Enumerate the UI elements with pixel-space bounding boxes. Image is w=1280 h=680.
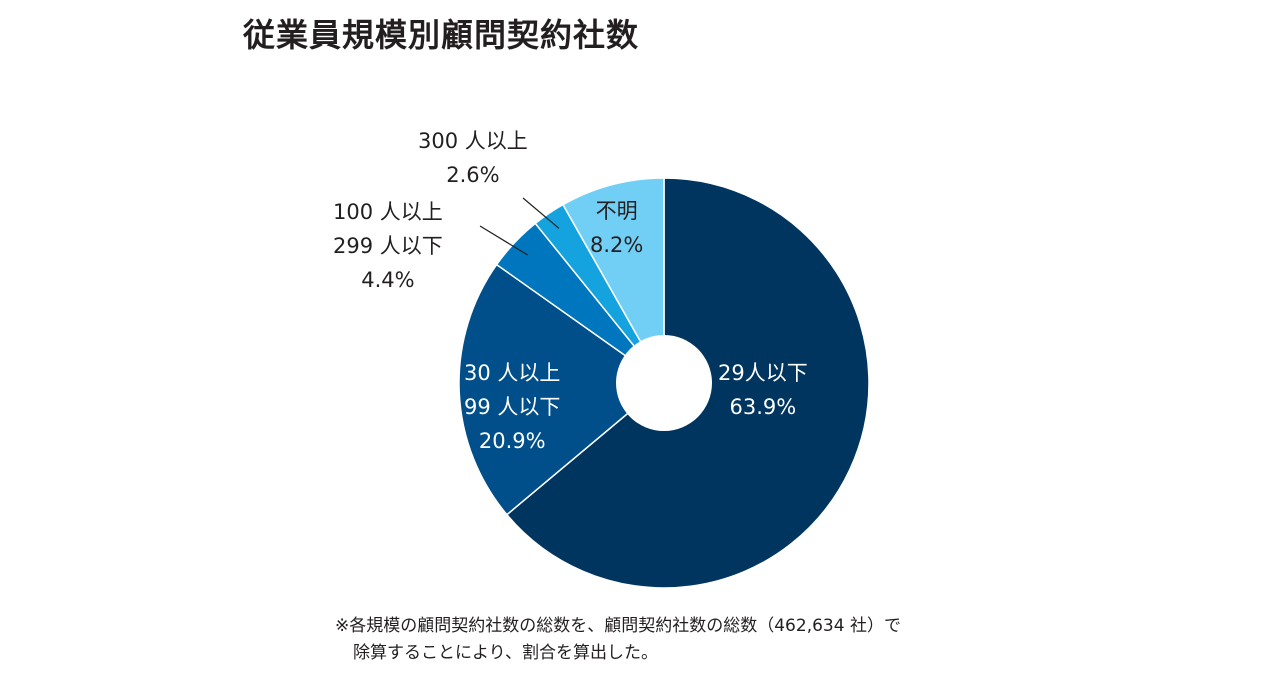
leader-line-100-to-299 (479, 225, 528, 256)
label-value: 63.9% (729, 395, 797, 419)
label-text: 299 人以下 (333, 234, 443, 258)
slice-30-to-99 (458, 263, 666, 516)
chart-title: 従業員規模別顧問契約社数 (243, 16, 640, 54)
label-text: 29人以下 (718, 361, 808, 385)
label-text: 30 人以上 (464, 361, 561, 385)
label-text: 99 人以下 (464, 395, 561, 419)
leader-line-300-or-more (522, 197, 560, 229)
label-30-to-99: 30 人以上 99 人以下 20.9% (464, 356, 560, 458)
slice-unknown (561, 177, 665, 386)
label-value: 4.4% (361, 268, 415, 292)
footnote-line-2: 除算することにより、割合を算出した。 (353, 643, 658, 663)
label-value: 8.2% (590, 233, 644, 257)
label-29-or-less: 29人以下 63.9% (718, 356, 808, 424)
label-value: 2.6% (446, 163, 500, 187)
footnote-line-1: ※各規模の顧問契約社数の総数を、顧問契約社数の総数（462,634 社）で (335, 616, 901, 636)
donut-hole (616, 335, 712, 431)
label-value: 20.9% (478, 429, 546, 453)
label-100-to-299: 100 人以上 299 人以下 4.4% (333, 195, 443, 297)
label-text: 100 人以上 (333, 200, 443, 224)
label-text: 不明 (595, 199, 638, 223)
label-unknown: 不明 8.2% (590, 194, 643, 262)
label-text: 300 人以上 (418, 129, 528, 153)
label-300-or-more: 300 人以上 2.6% (418, 124, 528, 192)
footnote: ※各規模の顧問契約社数の総数を、顧問契約社数の総数（462,634 社）で 除算… (335, 613, 901, 667)
